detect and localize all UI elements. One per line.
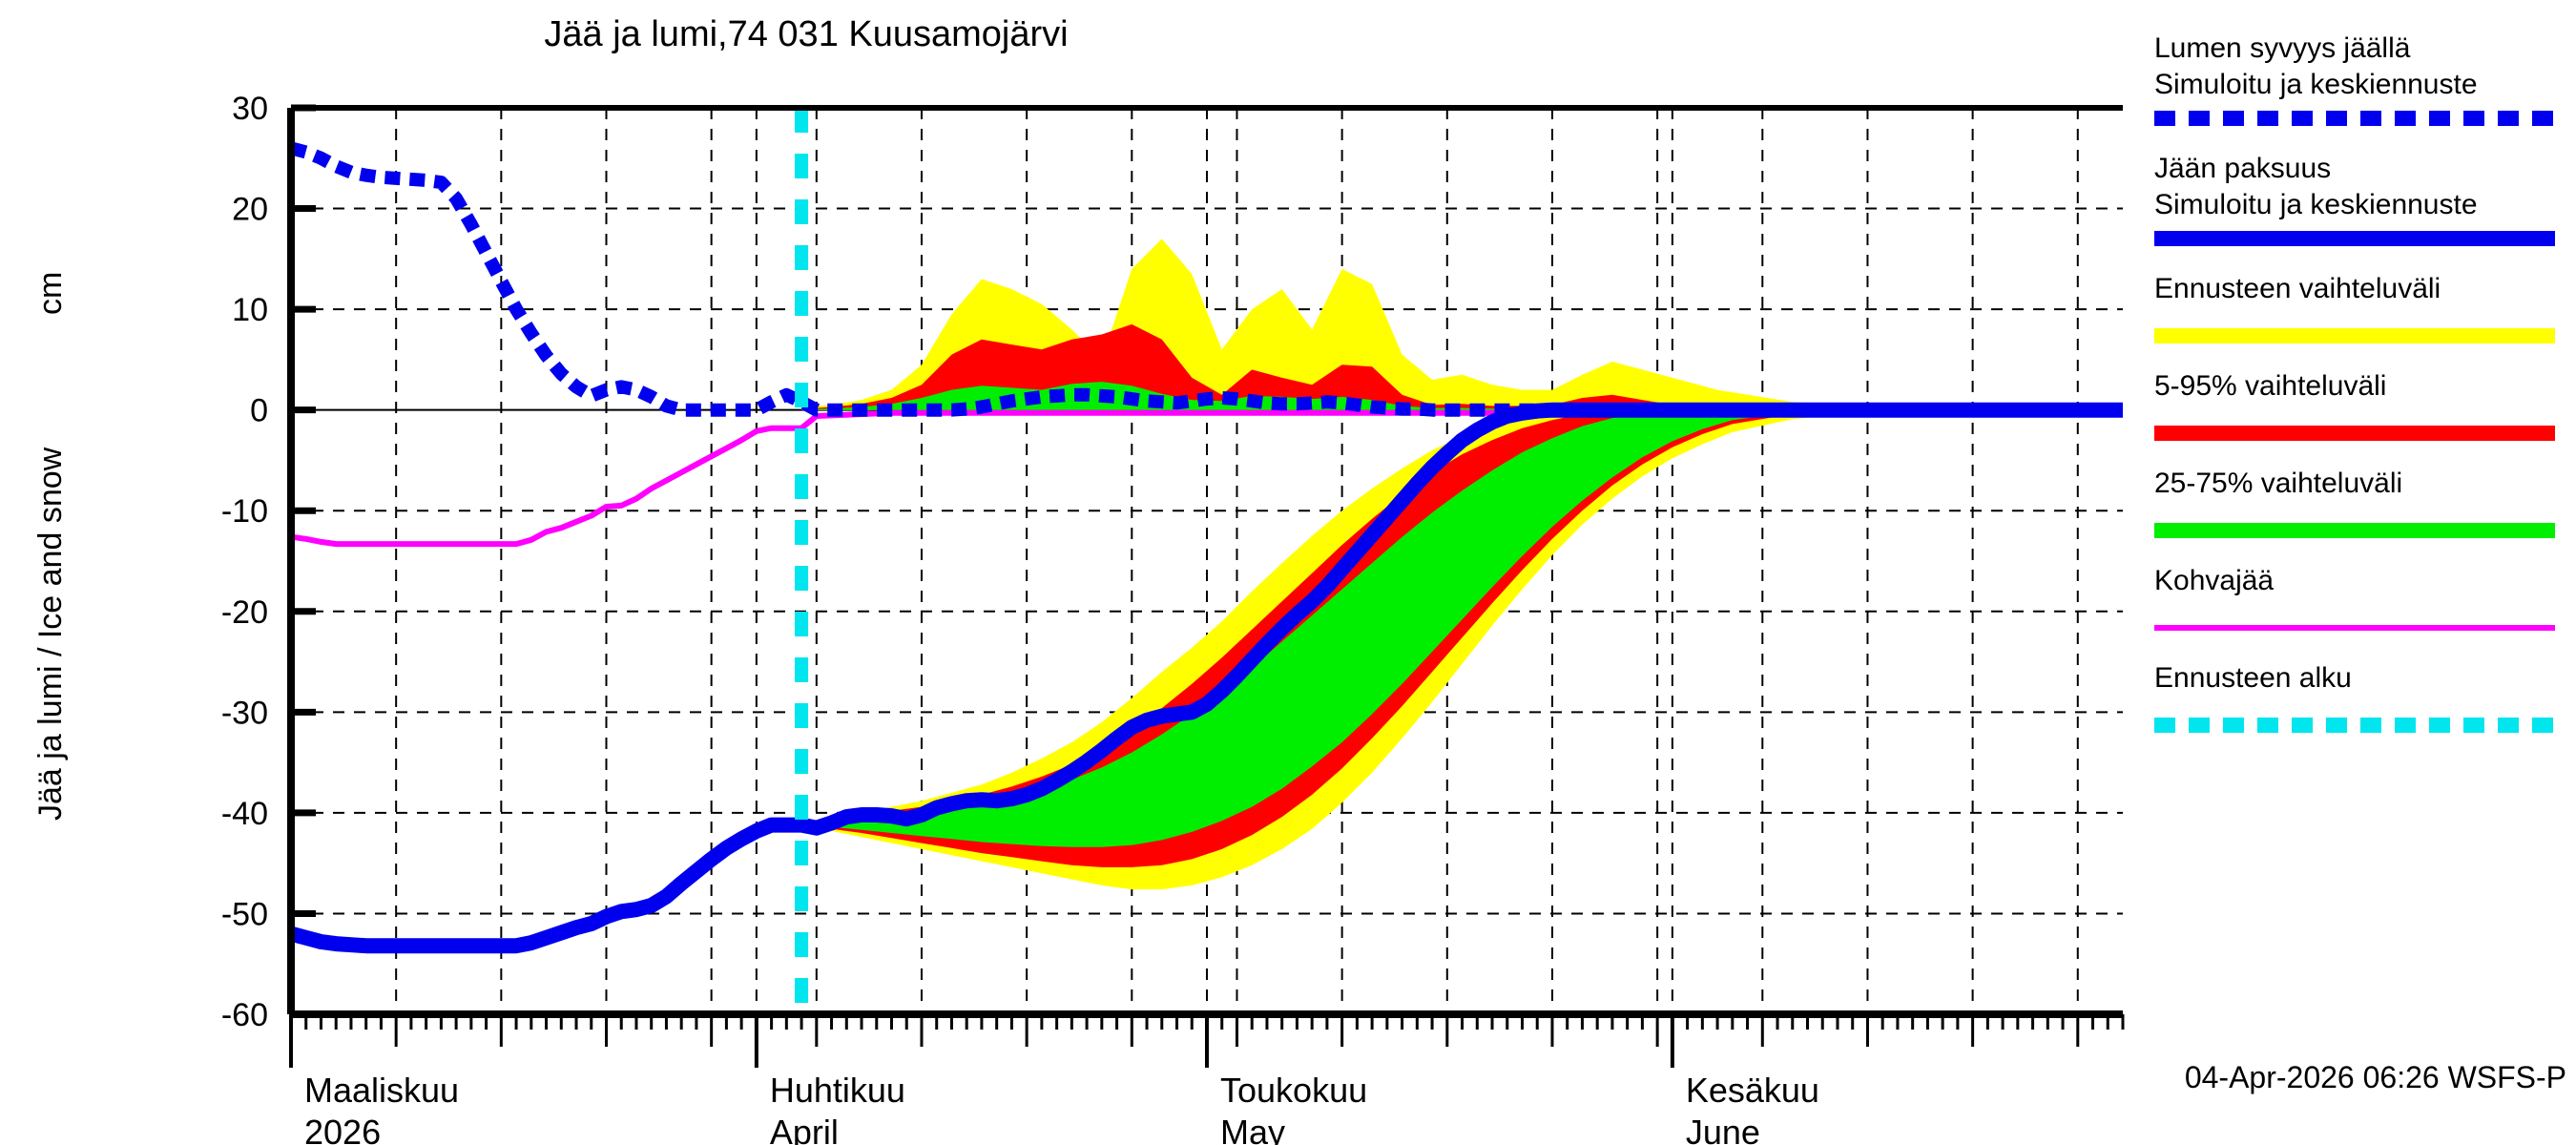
legend-label-forecast-range: Ennusteen vaihteluväli: [2154, 273, 2441, 304]
x-axis-month-label-fi: Huhtikuu: [770, 1071, 905, 1110]
page-title: Jää ja lumi,74 031 Kuusamojärvi: [544, 14, 1068, 54]
timestamp-label: 04-Apr-2026 06:26 WSFS-P: [2185, 1060, 2566, 1094]
y-axis-unit: cm: [32, 272, 69, 315]
y-axis-label: Jää ja lumi / Ice and snow: [32, 447, 69, 821]
y-tick-label: 0: [250, 393, 268, 429]
x-axis-month-label-en: May: [1220, 1113, 1285, 1145]
x-axis-month-label-fi: Maaliskuu: [304, 1071, 459, 1110]
legend-label-snow-depth-mean: Lumen syvyys jäällä: [2154, 32, 2411, 64]
y-tick-label: -10: [221, 493, 268, 530]
x-axis-month-label-en: April: [770, 1113, 839, 1145]
legend-label-snow-ice: Kohvajää: [2154, 565, 2274, 596]
legend-label-range-5-95: 5-95% vaihteluväli: [2154, 370, 2386, 402]
series-layer: [288, 141, 2123, 954]
legend-label-range-25-75: 25-75% vaihteluväli: [2154, 468, 2402, 499]
y-tick-label: 30: [232, 91, 268, 127]
y-axis-tick-layer: 30 20 10 0 -10 -20 -30 -40 -50 -60: [221, 91, 316, 1033]
x-axis-month-label-en: June: [1686, 1113, 1760, 1145]
y-tick-label: -50: [221, 896, 268, 932]
y-tick-label: 10: [232, 292, 268, 328]
legend-sublabel-snow-depth-mean: Simuloitu ja keskiennuste: [2154, 69, 2478, 100]
forecast-band-layer: [801, 239, 2123, 890]
x-axis-month-label-fi: Toukokuu: [1220, 1071, 1367, 1110]
legend: Lumen syvyys jäällä Simuloitu ja keskienn…: [2154, 32, 2555, 733]
y-tick-label: -30: [221, 695, 268, 731]
legend-sublabel-ice-thickness-mean: Simuloitu ja keskiennuste: [2154, 189, 2478, 220]
x-axis-month-label-en: 2026: [304, 1113, 381, 1145]
x-axis-month-label-fi: Kesäkuu: [1686, 1071, 1819, 1110]
y-tick-label: -20: [221, 594, 268, 631]
y-tick-label: -40: [221, 796, 268, 832]
legend-label-forecast-start: Ennusteen alku: [2154, 662, 2352, 694]
y-tick-label: 20: [232, 192, 268, 228]
legend-label-ice-thickness-mean: Jään paksuus: [2154, 153, 2331, 184]
x-axis-tick-layer: [289, 1014, 2125, 1068]
y-tick-label: -60: [221, 997, 268, 1033]
